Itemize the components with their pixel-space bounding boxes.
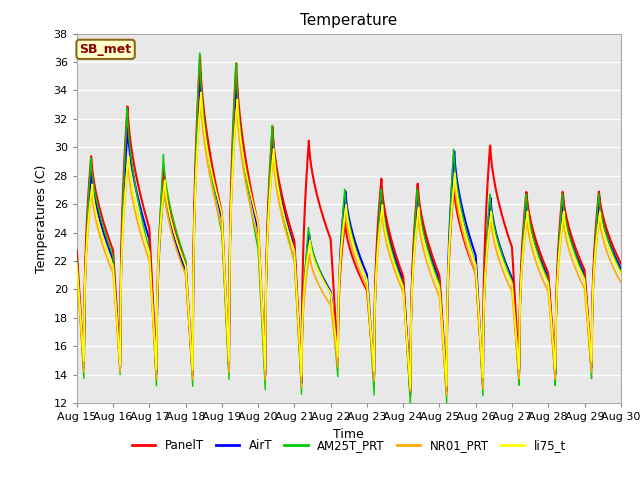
Y-axis label: Temperatures (C): Temperatures (C): [35, 164, 48, 273]
Title: Temperature: Temperature: [300, 13, 397, 28]
Text: SB_met: SB_met: [79, 43, 132, 56]
X-axis label: Time: Time: [333, 428, 364, 441]
Legend: PanelT, AirT, AM25T_PRT, NR01_PRT, li75_t: PanelT, AirT, AM25T_PRT, NR01_PRT, li75_…: [127, 434, 571, 456]
